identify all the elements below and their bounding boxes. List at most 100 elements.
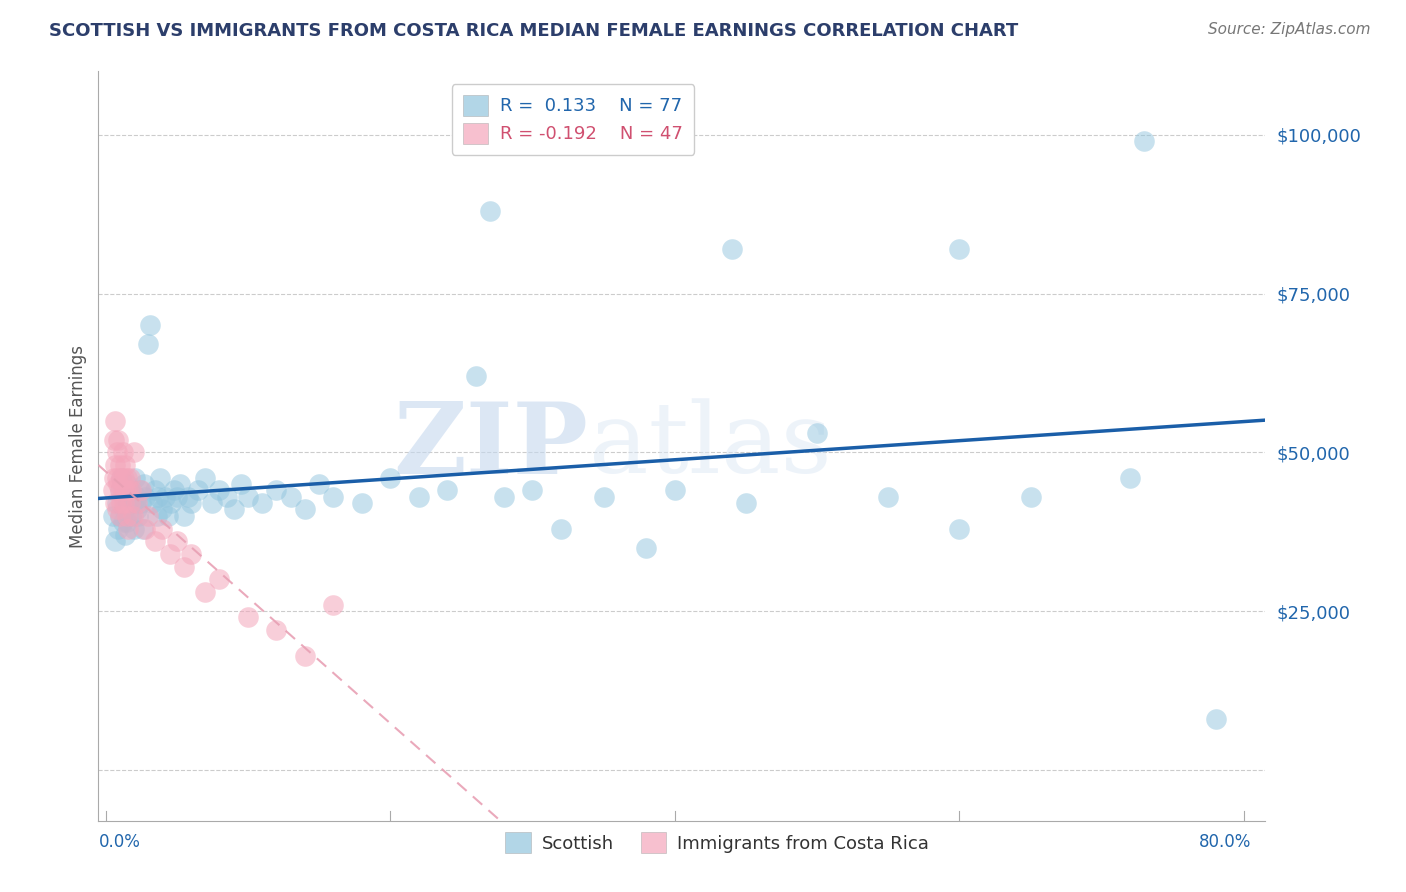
Text: 0.0%: 0.0% [98,833,141,851]
Point [522,483,544,498]
Point [114,483,136,498]
Point [1119,471,1142,485]
Point [118,471,141,485]
Point [149,471,172,485]
Point [105,471,128,485]
Point [1019,490,1042,504]
Point [117,496,139,510]
Point [125,490,148,504]
Point [180,547,202,561]
Point [155,490,177,504]
Point [592,490,614,504]
Point [280,490,302,504]
Point [115,477,138,491]
Point [121,508,143,523]
Point [152,522,174,536]
Point [115,471,138,485]
Point [112,471,135,485]
Point [222,502,245,516]
Point [141,496,163,510]
Point [478,204,501,219]
Text: Source: ZipAtlas.com: Source: ZipAtlas.com [1208,22,1371,37]
Point [464,369,486,384]
Point [187,483,209,498]
Point [806,426,828,441]
Point [169,477,191,491]
Point [108,458,131,472]
Point [636,541,658,555]
Point [127,508,149,523]
Point [129,496,152,510]
Point [103,433,125,447]
Point [208,572,231,586]
Point [266,623,288,637]
Y-axis label: Median Female Earnings: Median Female Earnings [69,344,87,548]
Point [124,471,146,485]
Point [143,483,166,498]
Point [104,496,127,510]
Point [118,483,141,498]
Point [108,508,131,523]
Point [103,471,125,485]
Point [105,502,128,516]
Point [380,471,402,485]
Point [322,490,344,504]
Point [322,598,344,612]
Text: atlas: atlas [589,398,831,494]
Point [105,496,128,510]
Point [136,337,159,351]
Legend: Scottish, Immigrants from Costa Rica: Scottish, Immigrants from Costa Rica [498,825,936,860]
Point [111,483,134,498]
Point [194,471,217,485]
Point [120,483,142,498]
Point [266,483,288,498]
Point [129,483,152,498]
Point [122,522,145,536]
Point [111,445,134,459]
Point [122,445,145,459]
Point [436,483,458,498]
Point [107,477,129,491]
Point [108,483,131,498]
Point [1133,134,1156,148]
Point [166,534,188,549]
Point [110,471,132,485]
Point [294,502,316,516]
Point [115,508,138,523]
Point [121,490,143,504]
Point [215,490,238,504]
Point [166,490,188,504]
Point [1205,712,1227,726]
Point [138,318,160,333]
Point [308,477,330,491]
Point [122,496,145,510]
Point [125,496,148,510]
Point [132,477,155,491]
Point [104,534,127,549]
Point [152,502,174,516]
Point [159,547,181,561]
Point [294,648,316,663]
Point [125,502,148,516]
Point [105,445,128,459]
Point [118,496,141,510]
Point [229,477,252,491]
Point [128,483,150,498]
Point [108,483,131,498]
Text: 80.0%: 80.0% [1199,833,1251,851]
Point [111,515,134,529]
Point [134,490,156,504]
Point [720,242,742,256]
Point [350,496,373,510]
Point [117,483,139,498]
Point [101,508,124,523]
Point [735,496,758,510]
Point [250,496,273,510]
Point [180,496,202,510]
Point [112,496,135,510]
Point [177,490,200,504]
Point [194,585,217,599]
Point [408,490,430,504]
Point [236,610,259,624]
Point [208,483,231,498]
